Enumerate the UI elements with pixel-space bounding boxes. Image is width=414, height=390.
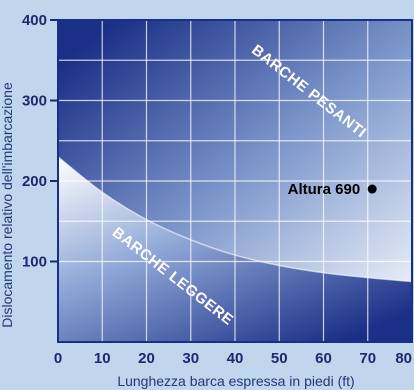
x-tick-label-0: 0 xyxy=(54,350,62,367)
boundary-curve xyxy=(57,156,413,283)
data-point-0 xyxy=(367,184,377,194)
gridlines xyxy=(58,20,412,342)
y-tick-label-200: 200 xyxy=(22,173,47,190)
x-axis-label: Lunghezza barca espressa in piedi (ft) xyxy=(117,373,354,389)
y-axis-label: Dislocamento relativo dell'imbarcazione xyxy=(0,82,15,328)
y-tick-label-400: 400 xyxy=(22,12,47,29)
x-tick-label-10: 10 xyxy=(94,350,111,367)
plot-area xyxy=(57,19,413,343)
x-tick-label-40: 40 xyxy=(227,350,244,367)
x-tick-label-20: 20 xyxy=(138,350,155,367)
y-tick-label-100: 100 xyxy=(22,254,47,271)
x-tick-label-70: 70 xyxy=(359,350,376,367)
x-tick-label-80: 80 xyxy=(395,350,412,367)
y-tick-label-300: 300 xyxy=(22,93,47,110)
x-tick-label-30: 30 xyxy=(182,350,199,367)
y-axis-ticks: 100 200 300 400 xyxy=(22,12,58,271)
data-point-label-0: Altura 690 xyxy=(288,181,361,198)
x-tick-label-50: 50 xyxy=(271,350,288,367)
x-axis-ticks: 0 10 20 30 40 50 60 70 80 xyxy=(54,350,412,367)
data-points: Altura 690 xyxy=(288,181,377,198)
x-tick-label-60: 60 xyxy=(315,350,332,367)
